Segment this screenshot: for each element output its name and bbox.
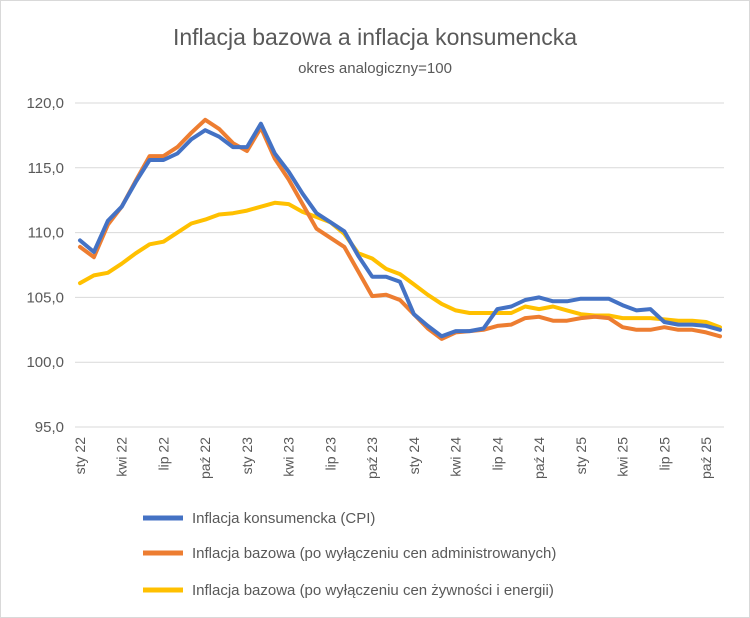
series-line-0	[78, 121, 722, 339]
x-tick-label: kwi 25	[615, 437, 631, 477]
series-line-1	[78, 117, 722, 341]
y-tick-label: 100,0	[26, 354, 64, 371]
x-tick-label: paź 25	[698, 437, 714, 479]
series-line-2	[78, 200, 722, 330]
gridlines	[75, 102, 724, 363]
y-tick-label: 120,0	[26, 95, 64, 112]
y-axis-ticks: 95,0 100,0 105,0 110,0 115,0 120,0	[26, 95, 64, 436]
y-tick-label: 115,0	[28, 160, 64, 177]
legend-label-2: Inflacja bazowa (po wyłączeniu cen żywno…	[192, 582, 554, 599]
legend-label-0: Inflacja konsumencka (CPI)	[192, 510, 375, 527]
x-tick-label: lip 25	[656, 437, 672, 471]
x-tick-label: lip 22	[155, 437, 171, 471]
x-tick-label: sty 23	[239, 437, 255, 475]
y-tick-label: 95,0	[35, 419, 64, 436]
x-tick-label: sty 22	[72, 437, 88, 475]
x-tick-label: paź 24	[531, 437, 547, 479]
x-tick-label: paź 23	[364, 437, 380, 479]
y-tick-label: 105,0	[26, 289, 64, 306]
x-tick-label: kwi 23	[281, 437, 297, 477]
chart-title: Inflacja bazowa a inflacja konsumencka	[173, 24, 577, 50]
legend-label-1: Inflacja bazowa (po wyłączeniu cen admin…	[192, 545, 556, 562]
x-tick-label: lip 23	[322, 437, 338, 471]
x-tick-label: kwi 24	[448, 437, 464, 477]
x-tick-label: sty 25	[573, 437, 589, 475]
x-tick-label: sty 24	[406, 437, 422, 475]
y-tick-label: 110,0	[28, 225, 64, 242]
x-axis-ticks: sty 22 kwi 22 lip 22 paź 22 sty 23 kwi 23 lip …	[72, 437, 714, 479]
chart-subtitle: okres analogiczny=100	[298, 60, 452, 77]
series-lines	[78, 117, 722, 341]
x-tick-label: paź 22	[197, 437, 213, 479]
legend: Inflacja konsumencka (CPI) Inflacja bazow…	[143, 510, 556, 599]
x-tick-label: kwi 22	[114, 437, 130, 477]
x-tick-label: lip 24	[489, 437, 505, 471]
